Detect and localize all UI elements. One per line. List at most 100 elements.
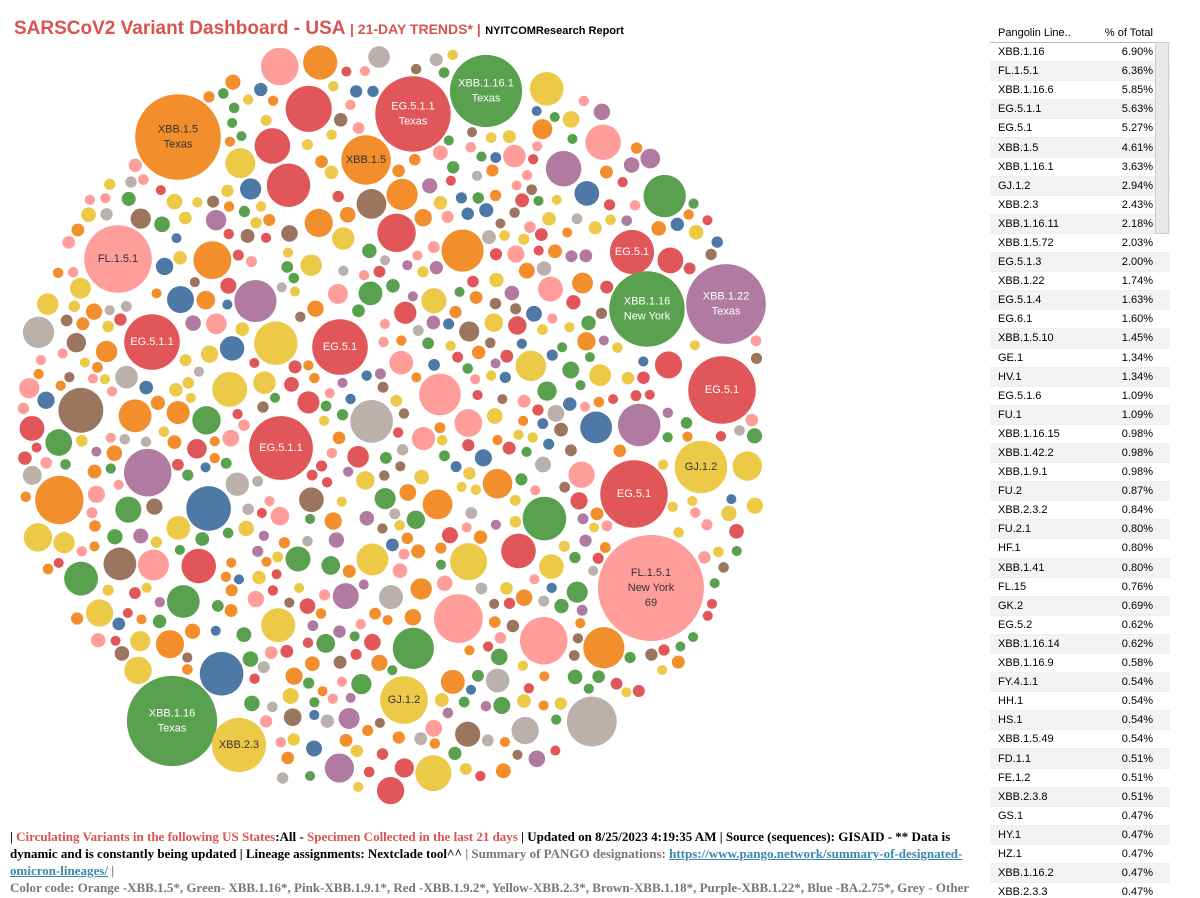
bubble-label: Texas <box>164 138 193 150</box>
lineage-cell: FU.2.1 <box>998 523 1032 536</box>
filler-bubble <box>617 403 661 447</box>
filler-bubble <box>282 687 299 704</box>
filler-bubble <box>377 381 389 393</box>
filler-bubble <box>566 696 617 747</box>
link[interactable]: https://www.pango.network/summary-of-des… <box>10 846 963 878</box>
filler-bubble <box>189 277 200 288</box>
filler-bubble <box>374 717 385 728</box>
percent-cell: 5.63% <box>1121 103 1153 116</box>
filler-bubble <box>379 470 390 481</box>
filler-bubble <box>577 513 589 525</box>
filler-bubble <box>22 465 42 485</box>
filler-bubble <box>434 693 449 707</box>
percent-cell: 2.94% <box>1121 179 1153 192</box>
filler-bubble <box>263 214 276 227</box>
bubble <box>380 676 428 724</box>
filler-bubble <box>276 282 287 293</box>
lineage-cell: FL.1.5.1 <box>998 65 1039 78</box>
filler-bubble <box>22 316 55 348</box>
filler-bubble <box>102 584 114 596</box>
filler-bubble <box>595 307 608 319</box>
filler-bubble <box>455 192 468 204</box>
filler-bubble <box>332 431 346 445</box>
filler-bubble <box>494 632 507 644</box>
filler-bubble <box>141 582 152 593</box>
filler-bubble <box>45 429 73 456</box>
filler-bubble <box>363 766 375 778</box>
lineage-cell: EG.5.1.6 <box>998 389 1042 402</box>
filler-bubble <box>643 174 686 218</box>
filler-bubble <box>302 637 314 648</box>
bubble <box>211 717 267 773</box>
filler-bubble <box>254 128 291 164</box>
filler-bubble <box>244 695 260 712</box>
filler-bubble <box>435 542 447 554</box>
filler-bubble <box>629 200 641 211</box>
filler-bubble <box>579 401 590 412</box>
filler-bubble <box>702 610 713 621</box>
filler-bubble <box>207 195 220 208</box>
filler-bubble <box>40 457 52 469</box>
filler-bubble <box>64 561 99 596</box>
percent-cell: 1.34% <box>1121 351 1153 364</box>
filler-bubble <box>414 469 430 485</box>
filler-bubble <box>599 542 611 553</box>
filler-bubble <box>294 582 305 594</box>
filler-bubble <box>184 623 201 639</box>
filler-bubble <box>513 429 524 440</box>
filler-bubble <box>530 485 541 496</box>
filler-bubble <box>572 272 593 294</box>
filler-bubble <box>546 349 558 361</box>
filler-bubble <box>392 563 408 578</box>
filler-bubble <box>667 501 678 513</box>
filler-bubble <box>484 337 496 349</box>
filler-bubble <box>115 365 138 389</box>
filler-bubble <box>481 734 494 747</box>
filler-bubble <box>250 217 262 229</box>
percent-cell: 0.58% <box>1121 657 1153 670</box>
filler-bubble <box>479 203 494 218</box>
filler-bubble <box>122 607 133 619</box>
percent-cell: 0.47% <box>1121 867 1153 880</box>
filler-bubble <box>495 218 506 229</box>
percent-cell: 5.85% <box>1121 84 1153 97</box>
filler-bubble <box>427 241 440 254</box>
filler-bubble <box>485 668 510 693</box>
filler-bubble <box>515 473 528 486</box>
scrollbar[interactable] <box>1155 42 1169 234</box>
filler-bubble <box>450 461 462 473</box>
filler-bubble <box>570 492 588 510</box>
filler-bubble <box>382 615 393 626</box>
filler-bubble <box>261 232 272 243</box>
filler-bubble <box>181 548 217 584</box>
filler-bubble <box>42 563 54 575</box>
filler-bubble <box>745 413 759 427</box>
filler-bubble <box>193 241 232 280</box>
lineage-cell: XBB.1.16.6 <box>998 84 1054 97</box>
filler-bubble <box>562 361 580 379</box>
bubble-label: 69 <box>645 597 657 609</box>
filler-bubble <box>210 625 221 636</box>
filler-bubble <box>85 303 103 320</box>
filler-bubble <box>564 322 575 333</box>
filler-bubble <box>600 165 613 179</box>
filler-bubble <box>721 505 737 522</box>
filler-bubble <box>411 372 422 383</box>
filler-bubble <box>467 127 478 138</box>
filler-bubble <box>369 607 382 620</box>
filler-bubble <box>551 714 562 725</box>
filler-bubble <box>60 314 73 327</box>
filler-bubble <box>542 212 556 226</box>
col-header: Pangolin Line.. <box>998 27 1071 39</box>
filler-bubble <box>371 654 388 671</box>
filler-bubble <box>358 281 383 306</box>
bubble-label: EG.5.1.1 <box>130 336 173 348</box>
filler-bubble <box>112 617 126 631</box>
filler-bubble <box>419 373 461 416</box>
filler-bubble <box>105 432 116 443</box>
filler-bubble <box>309 709 320 721</box>
percent-cell: 0.80% <box>1121 542 1153 555</box>
percent-cell: 0.98% <box>1121 427 1153 440</box>
percent-cell: 2.00% <box>1121 256 1153 269</box>
filler-bubble <box>345 99 356 111</box>
